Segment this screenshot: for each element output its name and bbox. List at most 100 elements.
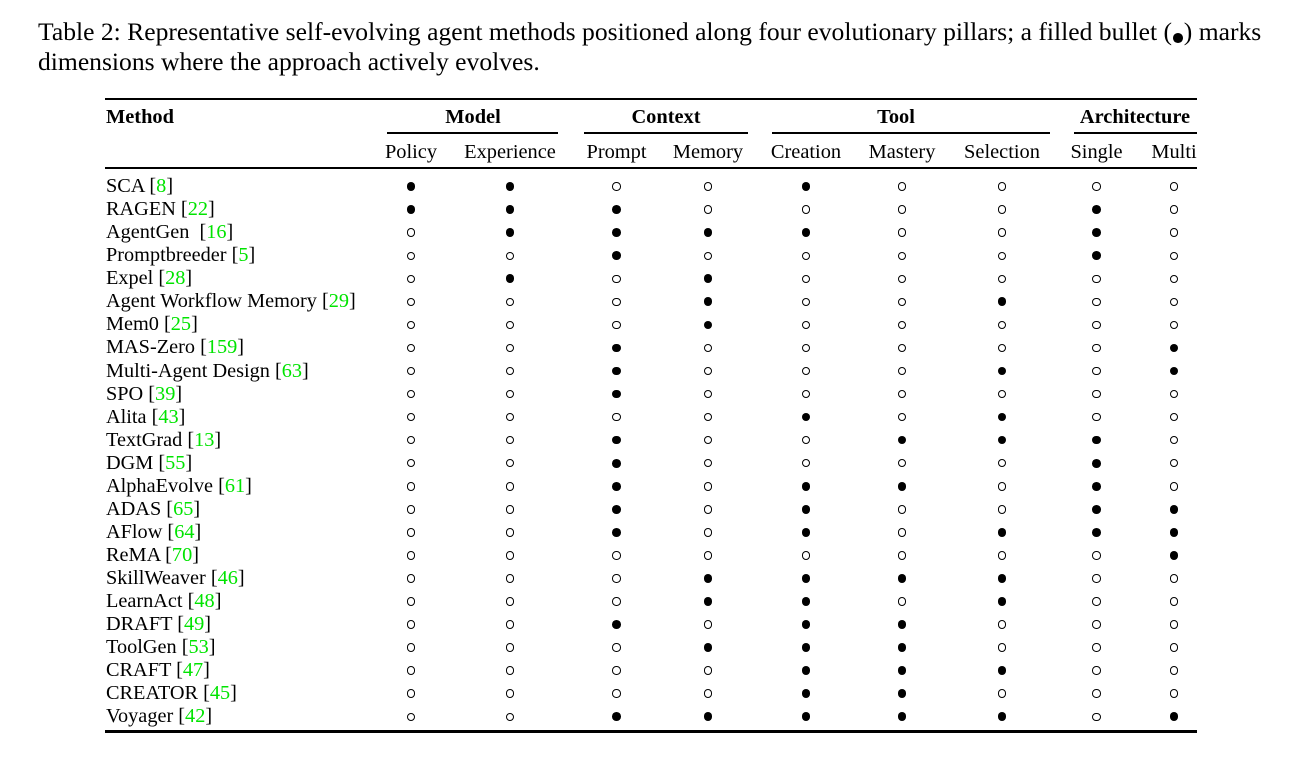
open-circle-icon-prompt bbox=[612, 666, 621, 675]
filled-bullet-icon-single bbox=[1092, 228, 1101, 238]
method-label: DGM bbox=[106, 451, 154, 474]
method-name: CRAFT [47] bbox=[106, 659, 210, 682]
filled-bullet-icon-creation bbox=[801, 712, 811, 722]
cmidrule-model bbox=[387, 132, 558, 134]
citation-bracket-close: ] bbox=[237, 566, 245, 589]
open-circle-icon-multi bbox=[1169, 643, 1179, 652]
open-circle-icon-prompt bbox=[612, 297, 621, 307]
filled-bullet-icon-creation bbox=[801, 574, 811, 583]
citation-ref[interactable]: 159 bbox=[206, 336, 238, 359]
citation-bracket-open: [ bbox=[153, 451, 166, 474]
open-circle-icon-memory bbox=[703, 551, 713, 560]
citation-ref[interactable]: 43 bbox=[158, 405, 179, 428]
filled-bullet-icon-selection bbox=[997, 666, 1007, 675]
citation-ref[interactable]: 64 bbox=[174, 520, 195, 543]
citation-ref[interactable]: 5 bbox=[238, 244, 249, 267]
filled-bullet-icon-prompt bbox=[612, 527, 621, 537]
citation-ref[interactable]: 29 bbox=[328, 290, 350, 313]
open-circle-icon-multi bbox=[1169, 689, 1179, 698]
open-circle-icon-single bbox=[1092, 712, 1101, 721]
open-circle-icon-mastery bbox=[897, 505, 907, 514]
filled-bullet-icon-memory bbox=[703, 228, 713, 238]
citation-ref[interactable]: 25 bbox=[170, 313, 192, 336]
filled-bullet-icon-multi bbox=[1169, 712, 1179, 722]
open-circle-icon-policy bbox=[406, 712, 416, 721]
open-circle-icon-single bbox=[1092, 366, 1101, 376]
citation-ref[interactable]: 13 bbox=[194, 428, 215, 451]
open-circle-icon-creation bbox=[801, 389, 811, 399]
open-circle-icon-memory bbox=[703, 251, 713, 260]
open-circle-icon-creation bbox=[801, 320, 811, 330]
open-circle-icon-experience bbox=[505, 435, 515, 445]
citation-bracket-open: [ bbox=[195, 336, 207, 359]
method-name: Agent Workflow Memory [29] bbox=[106, 290, 356, 313]
column-header-mastery: Mastery bbox=[868, 140, 936, 163]
column-header-prompt: Prompt bbox=[586, 140, 647, 163]
citation-ref[interactable]: 70 bbox=[171, 543, 193, 566]
open-circle-icon-mastery bbox=[897, 228, 907, 237]
open-circle-icon-creation bbox=[801, 205, 811, 214]
open-circle-icon-multi bbox=[1169, 435, 1179, 445]
filled-bullet-icon-prompt bbox=[612, 251, 621, 261]
citation-ref[interactable]: 39 bbox=[155, 382, 176, 405]
citation-ref[interactable]: 63 bbox=[281, 359, 303, 382]
filled-bullet-icon-prompt bbox=[612, 366, 621, 376]
citation-ref[interactable]: 55 bbox=[165, 451, 186, 474]
citation-ref[interactable]: 28 bbox=[165, 267, 186, 290]
open-circle-icon-experience bbox=[505, 597, 515, 606]
method-name: AgentGen [16] bbox=[106, 221, 233, 244]
open-circle-icon-experience bbox=[505, 297, 515, 307]
citation-ref[interactable]: 8 bbox=[156, 175, 167, 198]
citation-bracket-close: ] bbox=[237, 336, 245, 359]
filled-bullet-icon-mastery bbox=[897, 666, 907, 675]
open-circle-icon-selection bbox=[997, 182, 1007, 191]
citation-ref[interactable]: 48 bbox=[194, 590, 215, 612]
filled-bullet-icon-mastery bbox=[897, 481, 907, 491]
table-row: AlphaEvolve [61] bbox=[0, 475, 1295, 498]
method-label: AlphaEvolve bbox=[106, 474, 214, 497]
group-header-context: Context bbox=[631, 105, 701, 128]
filled-bullet-icon-selection bbox=[997, 527, 1007, 537]
citation-ref[interactable]: 46 bbox=[217, 566, 238, 589]
citation-ref[interactable]: 65 bbox=[173, 497, 194, 520]
citation-ref[interactable]: 49 bbox=[183, 613, 205, 636]
filled-bullet-icon-policy bbox=[406, 205, 416, 214]
method-label: TextGrad bbox=[106, 428, 183, 451]
filled-bullet-icon-prompt bbox=[612, 712, 621, 722]
open-circle-icon-mastery bbox=[897, 297, 907, 307]
citation-bracket-close: ] bbox=[185, 267, 193, 290]
open-circle-icon-mastery bbox=[897, 251, 907, 260]
filled-bullet-icon-selection bbox=[997, 597, 1007, 606]
filled-bullet-icon-memory bbox=[703, 320, 713, 330]
open-circle-icon-single bbox=[1092, 574, 1101, 583]
filled-bullet-icon-prompt bbox=[612, 343, 621, 353]
open-circle-icon-memory bbox=[703, 620, 713, 629]
open-circle-icon-experience bbox=[505, 320, 515, 330]
method-name: ToolGen [53] bbox=[106, 636, 216, 659]
open-circle-icon-prompt bbox=[612, 551, 621, 560]
citation-ref[interactable]: 22 bbox=[187, 198, 208, 221]
citation-ref[interactable]: 47 bbox=[182, 659, 204, 682]
open-circle-icon-multi bbox=[1169, 297, 1179, 307]
filled-bullet-icon-single bbox=[1092, 251, 1101, 261]
method-label: SPO bbox=[106, 382, 144, 405]
open-circle-icon-selection bbox=[997, 274, 1007, 284]
caption-text-before-bullet: Table 2: Representative self-evolving ag… bbox=[38, 17, 1172, 46]
citation-ref[interactable]: 16 bbox=[206, 221, 227, 244]
citation-ref[interactable]: 61 bbox=[224, 474, 246, 497]
method-name: Mem0 [25] bbox=[106, 313, 198, 336]
filled-bullet-icon-creation bbox=[801, 689, 811, 699]
open-circle-icon-experience bbox=[505, 643, 515, 652]
citation-ref[interactable]: 45 bbox=[209, 682, 231, 705]
table-row: DRAFT [49] bbox=[0, 613, 1295, 636]
citation-ref[interactable]: 42 bbox=[185, 705, 206, 728]
open-circle-icon-single bbox=[1092, 551, 1101, 560]
open-circle-icon-creation bbox=[801, 274, 811, 284]
citation-ref[interactable]: 53 bbox=[188, 636, 209, 659]
filled-bullet-icon-prompt bbox=[612, 481, 621, 491]
filled-bullet-icon-memory bbox=[703, 274, 713, 284]
open-circle-icon-multi bbox=[1169, 412, 1179, 422]
filled-bullet-icon-multi bbox=[1169, 343, 1179, 353]
open-circle-icon-mastery bbox=[897, 320, 907, 330]
citation-bracket-open: [ bbox=[171, 659, 183, 682]
